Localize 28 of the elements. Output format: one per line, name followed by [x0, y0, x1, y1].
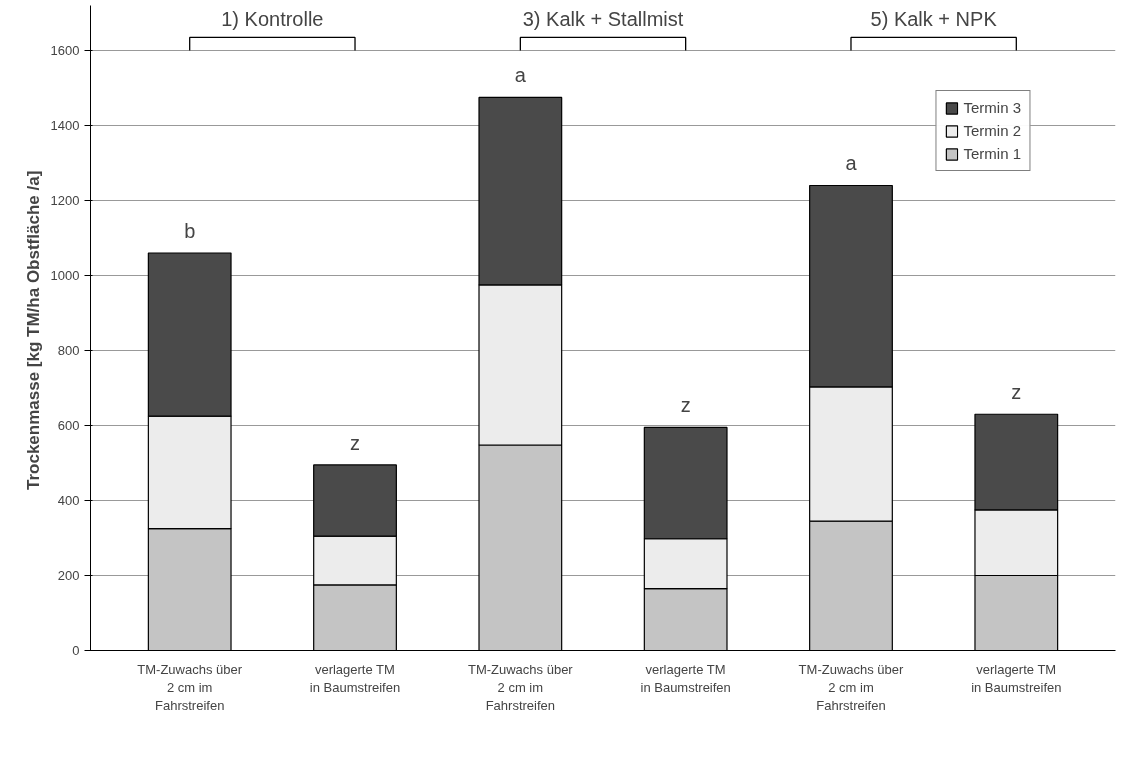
x-tick-label: TM-Zuwachs über 2 cm im Fahrstreifen — [798, 661, 905, 713]
y-tick-label: 200 — [57, 568, 80, 583]
y-tick-label: 0 — [72, 643, 80, 658]
annotation: a — [514, 64, 527, 87]
legend-label: Termin 2 — [963, 122, 1021, 139]
y-tick-label: 1600 — [50, 43, 80, 58]
annotation: 1) Kontrolle — [221, 7, 324, 30]
x-tick-label: verlagerte TM in Baumstreifen — [309, 661, 401, 695]
y-tick-label: 600 — [57, 418, 80, 433]
annotation: b — [184, 219, 196, 242]
y-tick-label: 1200 — [50, 193, 80, 208]
annotation: 5) Kalk + NPK — [870, 7, 998, 30]
legend-label: Termin 3 — [963, 99, 1021, 116]
x-tick-label: verlagerte TM in Baumstreifen — [640, 661, 731, 695]
annotation: z — [350, 431, 361, 454]
legend-label: Termin 1 — [963, 145, 1021, 162]
annotation: 3) Kalk + Stallmist — [522, 7, 684, 30]
annotation: z — [680, 394, 691, 417]
x-tick-label: verlagerte TM in Baumstreifen — [971, 661, 1062, 695]
x-tick-label: TM-Zuwachs über 2 cm im Fahrstreifen — [137, 661, 243, 713]
annotation: z — [1011, 381, 1022, 403]
annotation: a — [845, 152, 858, 175]
y-axis-title: Trockenmasse [kg TM/ha Obstfläche /a] — [23, 170, 43, 491]
y-tick-label: 1000 — [50, 268, 80, 283]
y-tick-label: 800 — [57, 343, 80, 358]
y-tick-label: 1400 — [50, 118, 80, 133]
y-tick-label: 400 — [57, 493, 80, 508]
x-tick-label: TM-Zuwachs über 2 cm im Fahrstreifen — [467, 661, 574, 713]
